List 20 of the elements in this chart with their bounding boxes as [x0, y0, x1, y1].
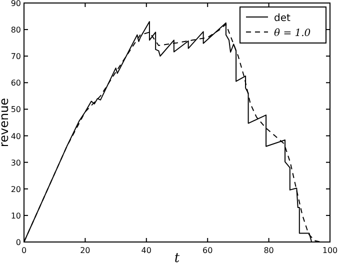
- y-axis-title: revenue: [0, 98, 11, 148]
- y-tick-label: 0: [16, 238, 21, 247]
- y-tick-label: 60: [10, 78, 21, 88]
- x-tick-label: 40: [141, 246, 152, 255]
- x-tick-label: 0: [21, 246, 27, 255]
- y-tick-label: 20: [10, 184, 21, 194]
- y-tick-label: 40: [10, 132, 21, 141]
- y-tick-label: 30: [10, 158, 21, 168]
- y-tick-label: 90: [10, 0, 21, 8]
- legend-label: θ = 1.0: [274, 28, 312, 39]
- y-tick-label: 10: [10, 211, 21, 220]
- x-tick-label: 80: [264, 246, 274, 255]
- x-tick-label: 60: [202, 246, 213, 255]
- y-tick-label: 80: [10, 26, 21, 35]
- x-axis-title: t: [174, 251, 180, 263]
- x-tick-label: 20: [80, 246, 90, 255]
- legend-label: det: [274, 13, 290, 24]
- x-tick-label: 100: [322, 246, 338, 255]
- y-tick-label: 70: [10, 52, 21, 62]
- y-tick-label: 50: [10, 105, 21, 114]
